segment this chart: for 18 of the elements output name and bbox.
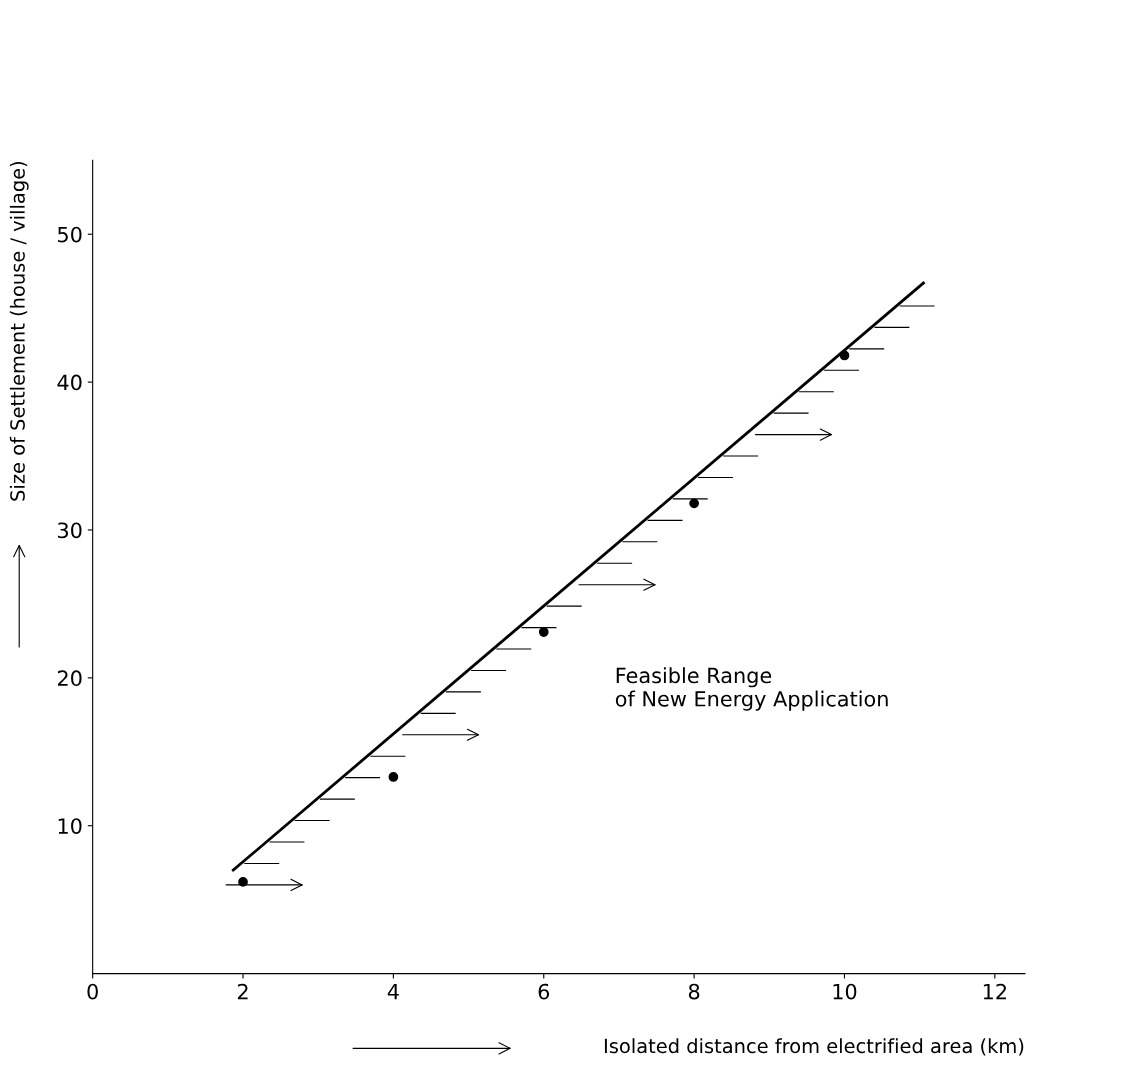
y-tick-label: 40: [57, 374, 82, 391]
point: [689, 498, 699, 509]
point: [538, 627, 549, 637]
y-tick-label: 30: [58, 522, 82, 539]
x-axis-title: Isolated distance from electrified area (km): [604, 1038, 1024, 1056]
x-tick-label: 10: [833, 983, 857, 1000]
x-tick-label: 8: [688, 983, 700, 1000]
point: [388, 772, 399, 782]
annotation: Feasible Range of New Energy Application: [615, 667, 888, 711]
y-tick-label: 50: [58, 226, 82, 243]
y-axis-title: Size of Settlement (house / village): [9, 161, 29, 501]
y-tick-label: 20: [57, 670, 82, 687]
y-tick-label: 10: [58, 818, 82, 834]
x-tick-label: 6: [538, 983, 550, 1000]
x-tick-label: 12: [983, 983, 1007, 1000]
x-tick-label: 4: [387, 983, 399, 1000]
x-tick-label: 2: [237, 983, 248, 1000]
x-tick-label: 0: [87, 983, 98, 1000]
